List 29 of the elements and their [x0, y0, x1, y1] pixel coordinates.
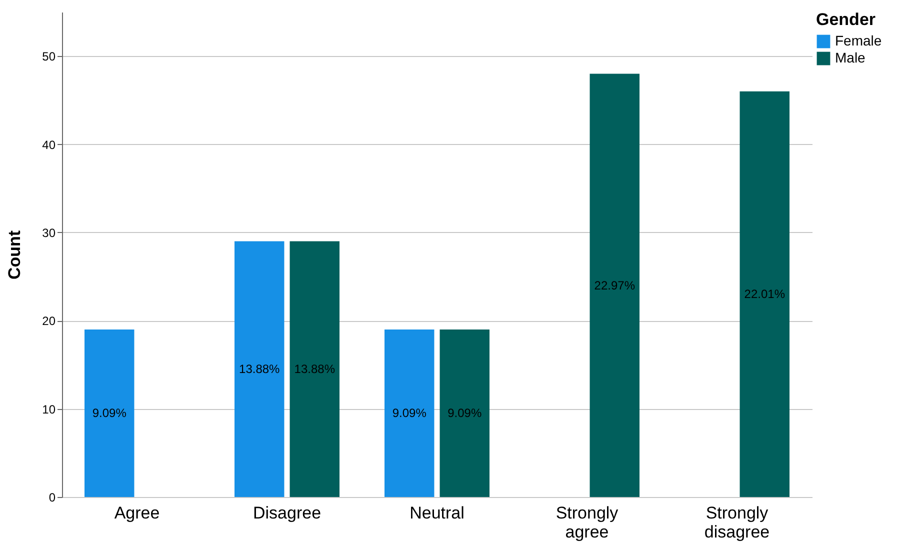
y-tick-label: 30: [42, 226, 56, 240]
annotation: 13.88%: [239, 362, 280, 376]
bar: [384, 329, 434, 497]
x-tick-label: Neutral: [410, 504, 464, 522]
bar: [740, 91, 790, 497]
legend-label: Male: [835, 50, 866, 66]
bar: [84, 329, 134, 497]
bar: [234, 241, 284, 497]
y-tick-label: 10: [42, 402, 56, 416]
bar: [440, 329, 490, 497]
x-tick-label: Disagree: [252, 504, 322, 522]
annotation: 9.09%: [448, 406, 482, 420]
legend-label: Female: [835, 32, 882, 48]
bar: [290, 241, 340, 497]
x-tick-label: Strongly disagree: [704, 504, 770, 542]
annotation: 13.88%: [294, 362, 336, 376]
annotation: 22.01%: [744, 287, 786, 302]
x-tick-label: Agree: [114, 504, 160, 522]
legend-title: Gender: [816, 10, 876, 29]
y-tick-label: 40: [42, 138, 56, 152]
y-tick-label: 50: [42, 50, 56, 64]
annotation: 22.97%: [594, 278, 636, 292]
y-tick-label: 20: [42, 314, 56, 328]
x-tick-label: Strongly agree: [556, 504, 619, 542]
annotation: 9.09%: [92, 406, 127, 420]
bar: [590, 74, 640, 497]
y-axis-title: Count: [5, 230, 24, 280]
y-tick-label: 0: [48, 490, 56, 504]
annotation: 9.09%: [392, 406, 427, 420]
